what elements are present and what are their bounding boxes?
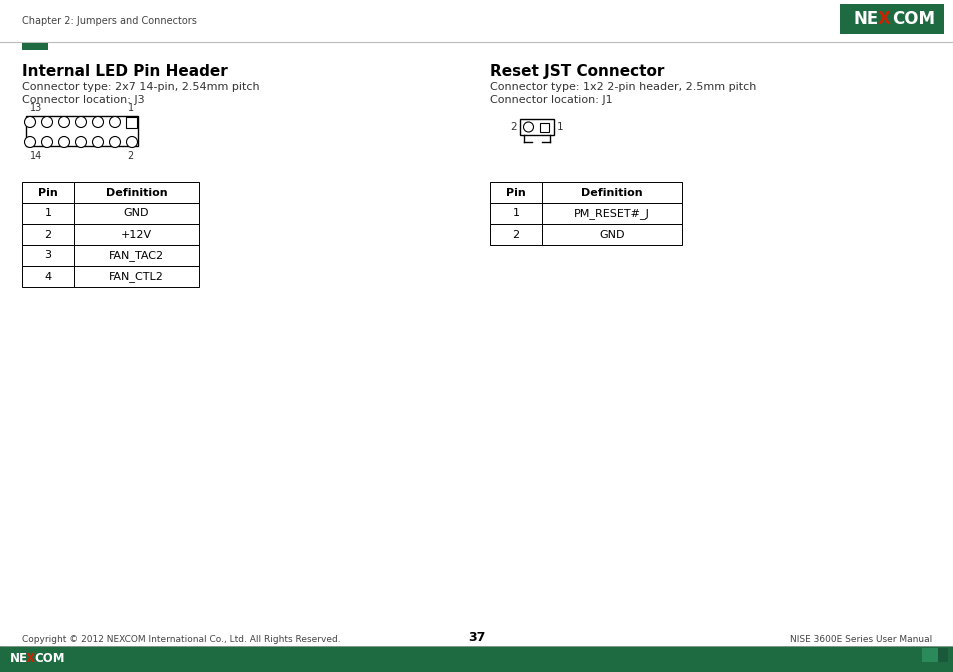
Bar — [22, 224, 74, 245]
Text: Connector type: 2x7 14-pin, 2.54mm pitch: Connector type: 2x7 14-pin, 2.54mm pitch — [22, 82, 259, 92]
Text: X: X — [26, 653, 35, 665]
Bar — [921, 648, 937, 662]
Bar — [74, 203, 199, 224]
Text: COM: COM — [34, 653, 65, 665]
Text: 2: 2 — [128, 151, 133, 161]
Text: Connector location: J1: Connector location: J1 — [490, 95, 612, 105]
Bar — [541, 203, 681, 224]
Bar — [0, 646, 953, 672]
Bar — [127, 116, 137, 128]
Text: 1: 1 — [557, 122, 563, 132]
Bar — [22, 43, 48, 50]
Text: 4: 4 — [45, 271, 51, 282]
Text: Chapter 2: Jumpers and Connectors: Chapter 2: Jumpers and Connectors — [22, 16, 196, 26]
Text: NE: NE — [853, 10, 879, 28]
Bar — [22, 245, 74, 266]
Text: COM: COM — [891, 10, 934, 28]
Text: 14: 14 — [30, 151, 42, 161]
Text: 37: 37 — [468, 631, 485, 644]
Text: PM_RESET#_J: PM_RESET#_J — [574, 208, 649, 219]
Circle shape — [42, 116, 52, 128]
Circle shape — [42, 136, 52, 147]
Text: Internal LED Pin Header: Internal LED Pin Header — [22, 64, 228, 79]
Text: 2: 2 — [512, 230, 519, 239]
Bar — [539, 122, 548, 132]
Bar — [519, 119, 554, 135]
Circle shape — [75, 116, 87, 128]
Text: 2: 2 — [510, 122, 517, 132]
Bar — [490, 224, 541, 245]
Circle shape — [92, 136, 103, 147]
Text: GND: GND — [598, 230, 624, 239]
Text: 2: 2 — [45, 230, 51, 239]
Circle shape — [25, 116, 35, 128]
Text: FAN_TAC2: FAN_TAC2 — [109, 250, 164, 261]
Text: 1: 1 — [128, 103, 133, 113]
Text: Pin: Pin — [506, 187, 525, 198]
Text: X: X — [877, 10, 890, 28]
Text: Definition: Definition — [106, 187, 167, 198]
Bar — [22, 182, 74, 203]
Bar — [937, 648, 947, 662]
Bar — [541, 224, 681, 245]
Text: Connector location: J3: Connector location: J3 — [22, 95, 145, 105]
Text: +12V: +12V — [121, 230, 152, 239]
Circle shape — [523, 122, 533, 132]
Text: Copyright © 2012 NEXCOM International Co., Ltd. All Rights Reserved.: Copyright © 2012 NEXCOM International Co… — [22, 635, 340, 644]
Circle shape — [58, 136, 70, 147]
Circle shape — [110, 116, 120, 128]
Text: NE: NE — [10, 653, 28, 665]
Bar — [22, 266, 74, 287]
Bar — [490, 203, 541, 224]
Bar — [26, 116, 138, 146]
Circle shape — [25, 136, 35, 147]
Circle shape — [127, 136, 137, 147]
Bar — [840, 4, 943, 34]
Circle shape — [58, 116, 70, 128]
Text: Reset JST Connector: Reset JST Connector — [490, 64, 663, 79]
Bar — [74, 182, 199, 203]
Bar — [74, 224, 199, 245]
Text: NISE 3600E Series User Manual: NISE 3600E Series User Manual — [789, 635, 931, 644]
Bar — [74, 245, 199, 266]
Circle shape — [75, 136, 87, 147]
Bar — [541, 182, 681, 203]
Text: GND: GND — [124, 208, 149, 218]
Circle shape — [92, 116, 103, 128]
Text: Definition: Definition — [580, 187, 642, 198]
Bar — [490, 182, 541, 203]
Circle shape — [110, 136, 120, 147]
Text: 1: 1 — [45, 208, 51, 218]
Text: FAN_CTL2: FAN_CTL2 — [109, 271, 164, 282]
Text: 3: 3 — [45, 251, 51, 261]
Text: 1: 1 — [512, 208, 519, 218]
Bar — [74, 266, 199, 287]
Bar — [22, 203, 74, 224]
Text: 13: 13 — [30, 103, 42, 113]
Text: Connector type: 1x2 2-pin header, 2.5mm pitch: Connector type: 1x2 2-pin header, 2.5mm … — [490, 82, 756, 92]
Text: Pin: Pin — [38, 187, 58, 198]
